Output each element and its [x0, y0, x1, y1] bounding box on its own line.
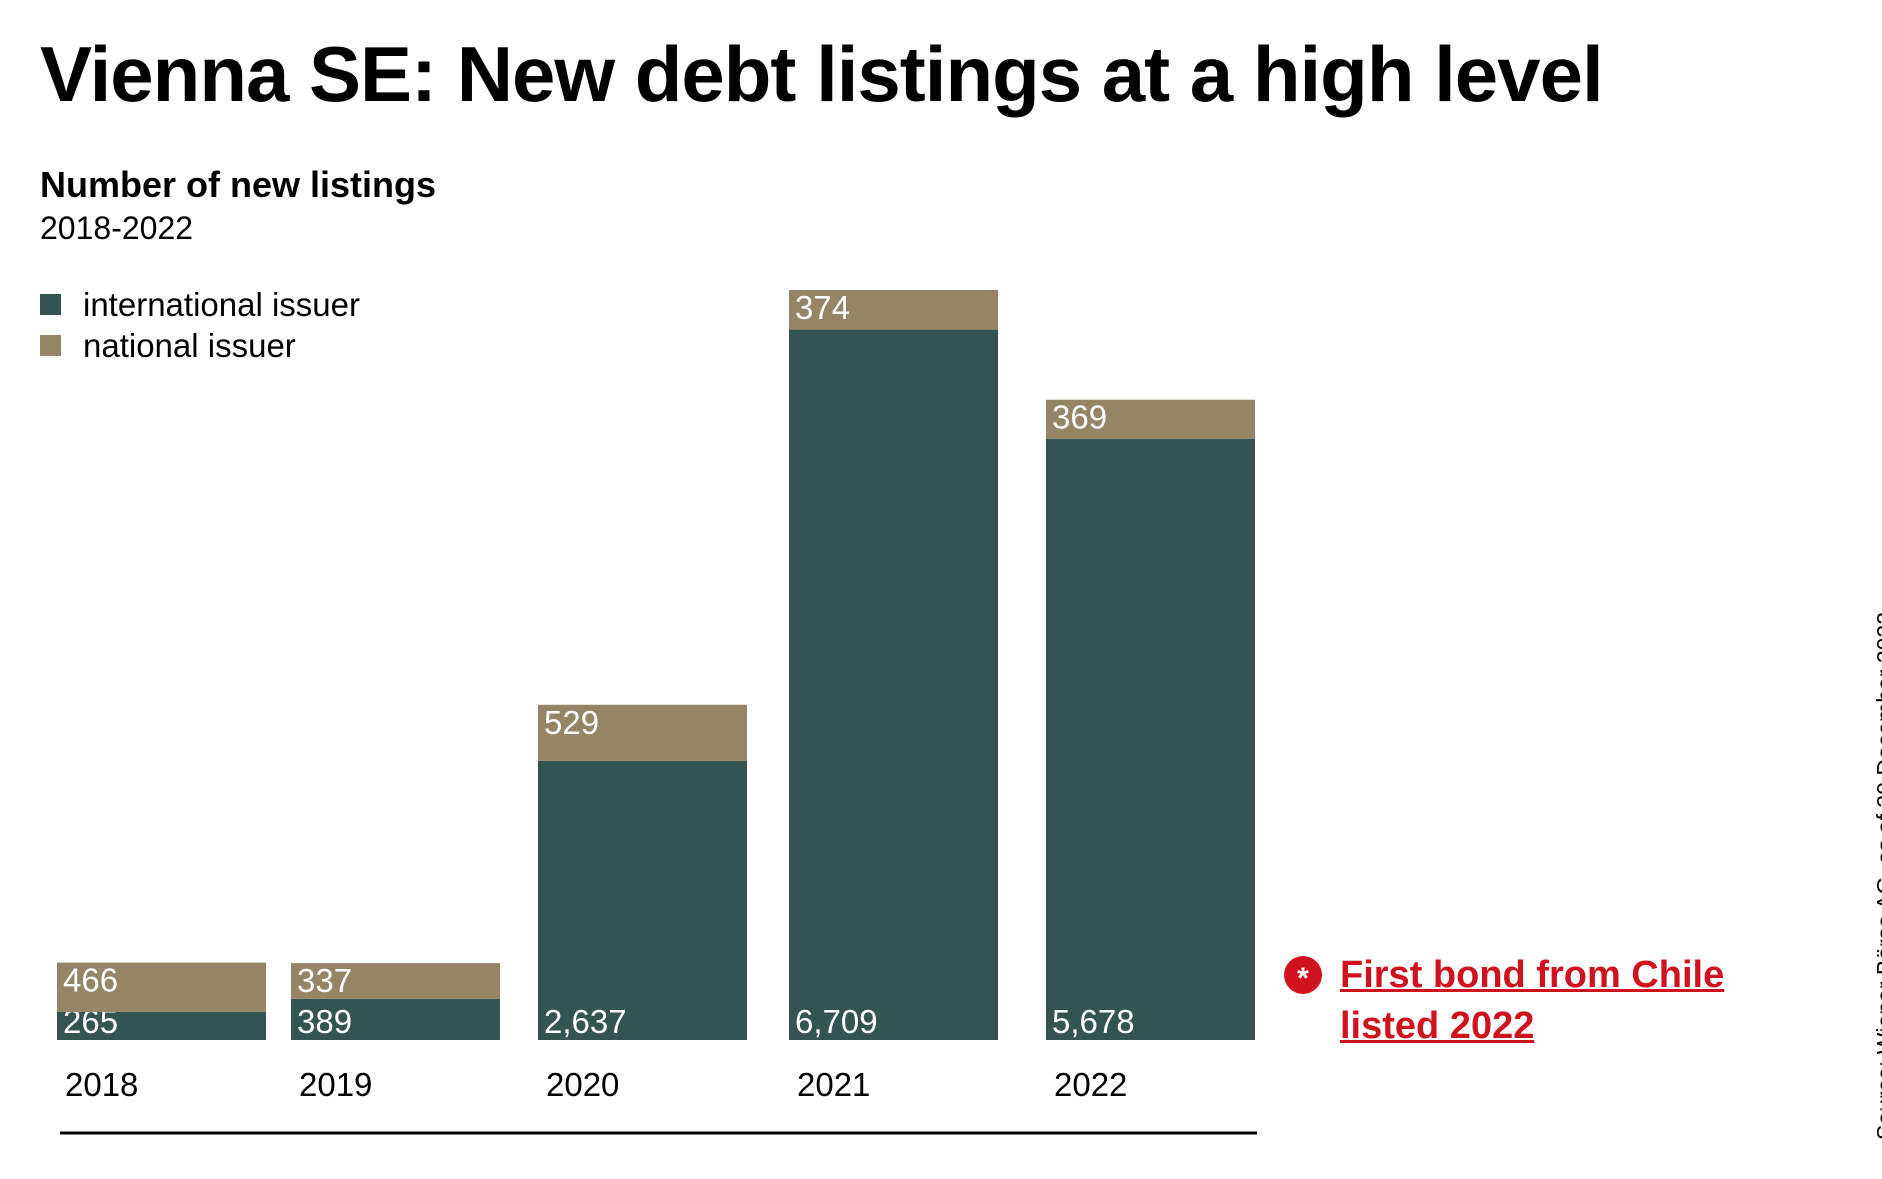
- chart-title: Vienna SE: New debt listings at a high l…: [40, 30, 1604, 118]
- data-label-national-2020: 529: [544, 704, 599, 741]
- x-tick-label-2019: 2019: [299, 1066, 372, 1103]
- bar-international-2018: [57, 1011, 266, 1040]
- legend-label-national: national issuer: [83, 326, 296, 364]
- x-tick-label-2022: 2022: [1054, 1066, 1127, 1103]
- bar-national-2022: [1046, 399, 1255, 439]
- bar-national-2019: [291, 963, 500, 999]
- data-label-international-2020: 2,637: [544, 1003, 627, 1040]
- source-note: Source: Wiener Börse AG, as of 30 Decemb…: [1872, 612, 1882, 1140]
- legend: international issuer national issuer: [40, 284, 360, 366]
- legend-swatch-national: [40, 335, 61, 356]
- annotation-text: First bond from Chile listed 2022: [1340, 954, 1725, 1047]
- legend-item-national: national issuer: [40, 325, 360, 366]
- data-label-international-2022: 5,678: [1052, 1003, 1135, 1040]
- chart-subtitle: Number of new listings: [40, 164, 437, 205]
- data-label-national-2022: 369: [1052, 399, 1107, 436]
- bar-international-2020: [538, 760, 747, 1040]
- data-label-international-2019: 389: [297, 1003, 352, 1040]
- legend-swatch-international: [40, 294, 61, 315]
- chart-period: 2018-2022: [40, 210, 194, 246]
- asterisk-icon: *: [1284, 956, 1322, 995]
- data-label-national-2019: 337: [297, 962, 352, 999]
- x-tick-label-2021: 2021: [797, 1066, 870, 1103]
- data-label-international-2021: 6,709: [795, 1003, 878, 1040]
- legend-label-international: international issuer: [83, 285, 360, 323]
- x-tick-label-2020: 2020: [546, 1066, 619, 1103]
- annotation: * First bond from Chile listed 2022: [1284, 950, 1730, 1052]
- bar-international-2019: [291, 998, 500, 1040]
- bar-national-2018: [57, 962, 266, 1012]
- x-tick-label-2018: 2018: [65, 1066, 138, 1103]
- data-label-national-2021: 374: [795, 289, 850, 326]
- bar-international-2022: [1046, 438, 1255, 1040]
- legend-item-international: international issuer: [40, 284, 360, 325]
- bar-national-2020: [538, 704, 747, 761]
- bar-international-2021: [789, 329, 998, 1040]
- bar-national-2021: [789, 290, 998, 330]
- data-label-national-2018: 466: [63, 962, 118, 999]
